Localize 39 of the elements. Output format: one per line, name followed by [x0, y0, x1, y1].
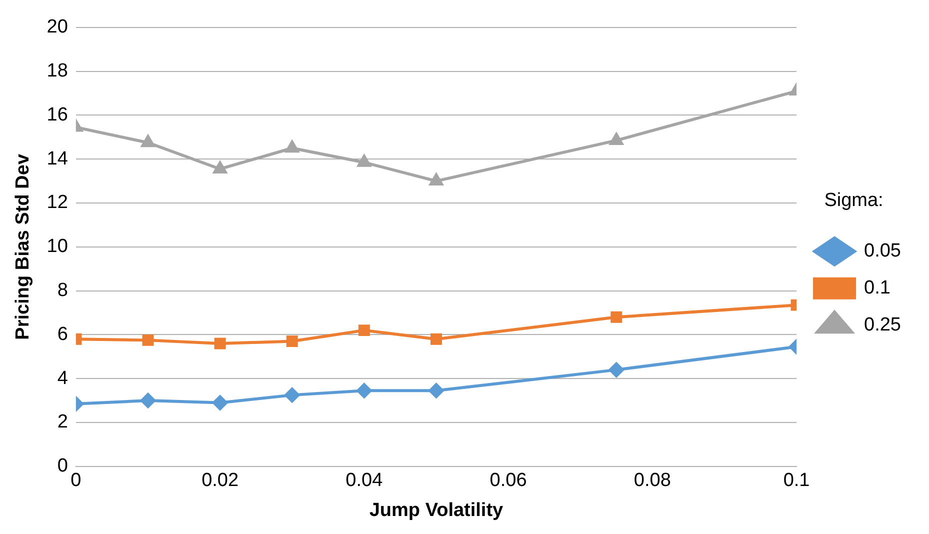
point [608, 362, 624, 378]
point [214, 338, 226, 350]
point [212, 395, 228, 410]
y-axis-title: Pricing Bias Std Dev [12, 154, 34, 340]
y-tick-label: 20 [46, 16, 68, 38]
point [141, 135, 155, 148]
point [428, 383, 444, 398]
point [213, 161, 227, 174]
point [357, 154, 371, 167]
point [142, 334, 154, 346]
x-tick-label: 0.06 [490, 470, 527, 492]
point [430, 333, 442, 345]
y-tick-label: 2 [57, 412, 68, 433]
legend-label: 0.05 [864, 240, 902, 262]
legend-title: Sigma: [824, 190, 884, 211]
x-tick-label: 0 [70, 470, 82, 492]
y-tick-label: 4 [57, 368, 68, 389]
point [356, 383, 372, 398]
x-tick-label: 0.04 [346, 470, 384, 492]
x-tick-label: 0.02 [202, 470, 239, 492]
y-tick-label: 0 [57, 456, 68, 477]
point [140, 393, 156, 408]
legend-label: 0.25 [864, 314, 902, 336]
y-tick-label: 16 [46, 104, 68, 126]
point [285, 140, 299, 153]
point [286, 336, 298, 348]
point [284, 388, 300, 403]
y-tick-label: 12 [46, 192, 68, 214]
x-axis-title: Jump Volatility [369, 500, 504, 521]
x-tick-label: 0.08 [634, 470, 671, 492]
point [358, 324, 370, 336]
legend-label: 0.1 [864, 278, 890, 299]
x-tick-label: 0.1 [783, 470, 810, 492]
y-tick-label: 10 [46, 236, 68, 258]
y-tick-label: 18 [46, 60, 68, 82]
y-tick-label: 14 [46, 148, 68, 170]
point [430, 174, 443, 186]
y-tick-label: 8 [57, 280, 68, 302]
y-tick-label: 6 [57, 324, 68, 345]
